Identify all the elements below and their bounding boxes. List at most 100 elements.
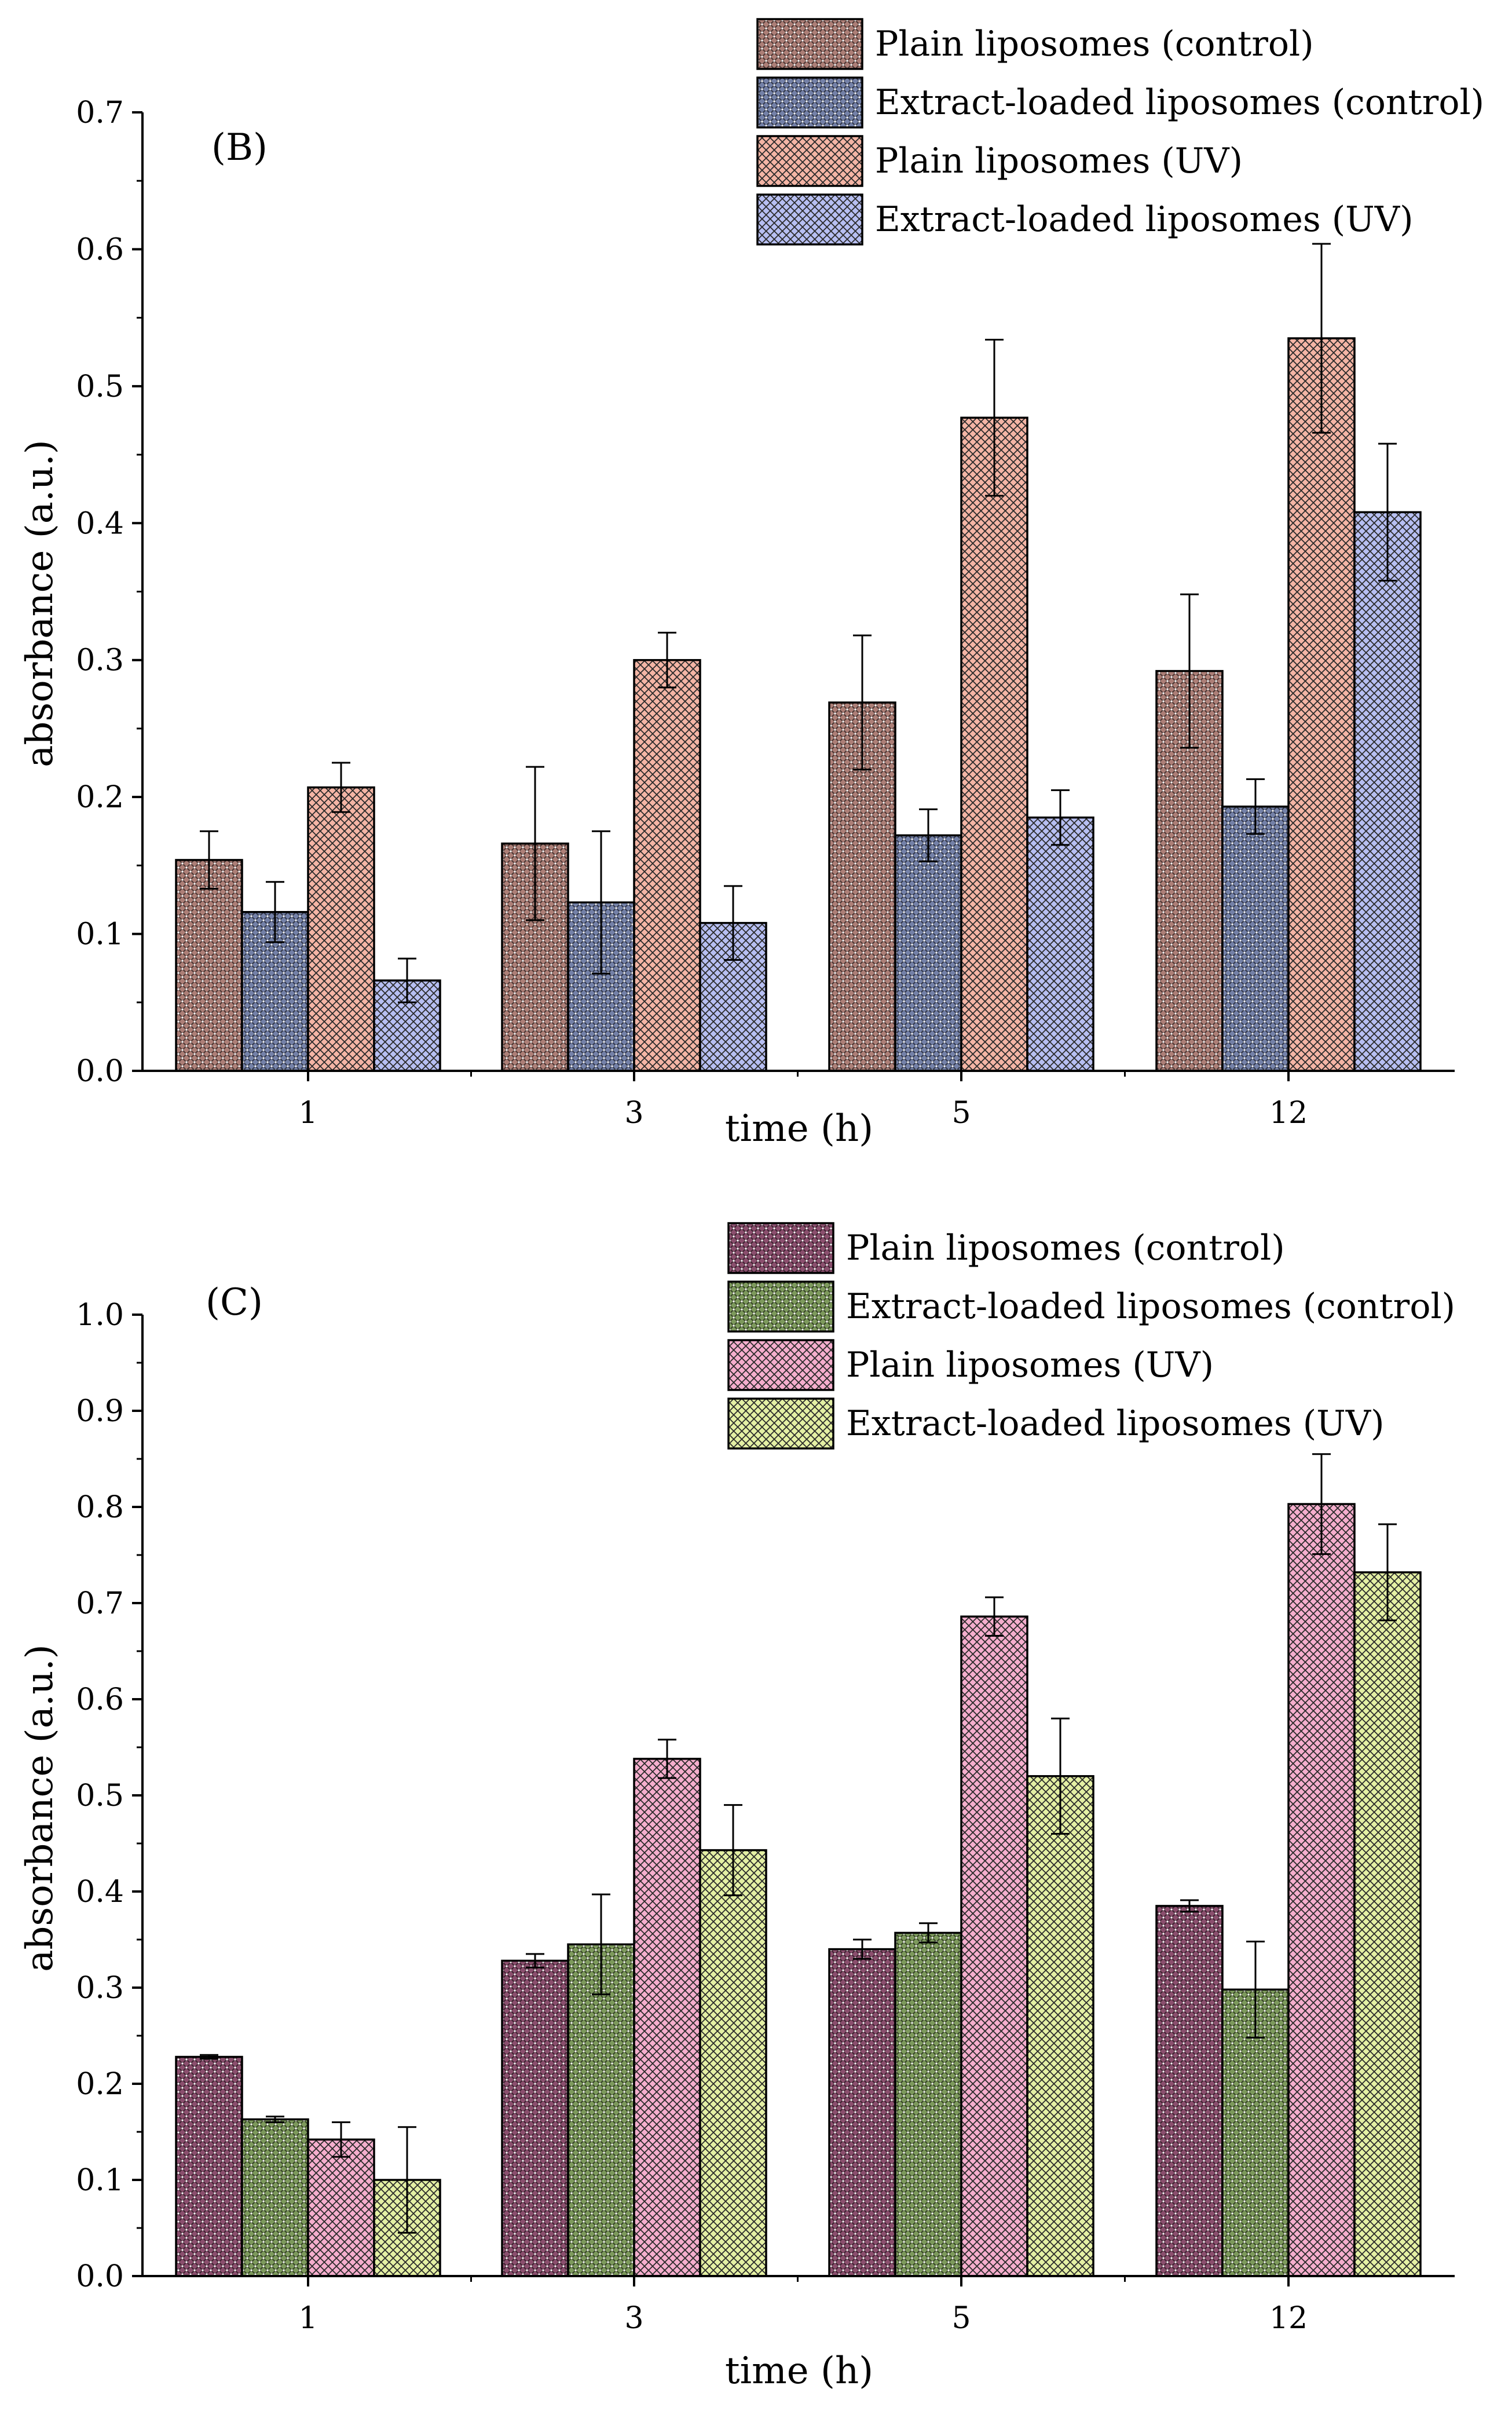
bar-c-s1-5 <box>828 1948 896 2277</box>
y-tick-label-c: 1.0 <box>76 1298 124 1333</box>
error-bar-b-s3-3 <box>658 631 676 689</box>
error-bar-c-s4-12 <box>1378 1523 1397 1622</box>
bar-c-s1-3 <box>501 1959 569 2277</box>
x-tick-label-b: 3 <box>624 1096 643 1131</box>
bar-c-s4-3 <box>699 1849 767 2277</box>
legend-label-c-s1: Plain liposomes (control) <box>846 1228 1285 1268</box>
error-bar-c-s4-5 <box>1051 1717 1070 1835</box>
legend-swatch-b-s2 <box>756 76 863 129</box>
bar-c-s4-12 <box>1353 1571 1422 2277</box>
bar-c-s2-5 <box>894 1931 962 2277</box>
error-bar-b-s4-5 <box>1051 789 1070 846</box>
legend-swatch-c-s1 <box>727 1222 834 1274</box>
bar-b-s3-1 <box>307 786 375 1072</box>
y-tick-label-b: 0.7 <box>76 96 124 130</box>
bar-b-s4-5 <box>1026 816 1094 1072</box>
y-tick-label-b: 0.2 <box>76 780 124 815</box>
error-bar-c-s2-3 <box>592 1893 610 1996</box>
y-tick-label-b: 0.0 <box>76 1054 124 1089</box>
error-bar-b-s2-5 <box>919 808 938 862</box>
x-tick-label-c: 5 <box>951 2301 971 2336</box>
y-axis-title-c: absorbance (a.u.) <box>19 1644 61 1972</box>
legend-label-b-s2: Extract-loaded liposomes (control) <box>875 82 1484 123</box>
error-bar-b-s4-12 <box>1378 442 1397 582</box>
y-tick-label-c: 0.3 <box>76 1971 124 2006</box>
legend-label-c-s3: Plain liposomes (UV) <box>846 1345 1214 1385</box>
bar-b-s3-5 <box>960 416 1028 1072</box>
error-bar-b-s3-1 <box>332 762 350 813</box>
y-tick-label-c: 0.4 <box>76 1875 124 1909</box>
error-bar-b-s1-12 <box>1180 593 1199 749</box>
panel-label-c: (C) <box>206 1281 263 1324</box>
error-bar-c-s4-1 <box>398 2126 416 2234</box>
y-tick-label-b: 0.4 <box>76 506 124 541</box>
error-bar-b-s4-3 <box>724 885 742 961</box>
y-tick-label-c: 0.6 <box>76 1682 124 1717</box>
bar-c-s1-1 <box>175 2055 243 2277</box>
bar-b-s4-12 <box>1353 511 1422 1072</box>
error-bar-c-s3-3 <box>658 1739 676 1779</box>
x-tick-label-b: 5 <box>951 1096 971 1131</box>
legend-label-b-s4: Extract-loaded liposomes (UV) <box>875 199 1413 240</box>
bar-c-s3-5 <box>960 1615 1028 2277</box>
error-bar-b-s3-5 <box>985 338 1004 497</box>
error-bar-b-s1-5 <box>853 634 872 771</box>
y-tick-label-c: 0.7 <box>76 1586 124 1621</box>
legend-b: Plain liposomes (control) Extract-loaded … <box>756 18 1484 246</box>
legend-swatch-c-s4 <box>727 1397 834 1450</box>
error-bar-b-s1-3 <box>526 766 544 921</box>
error-bar-b-s2-12 <box>1246 778 1265 835</box>
y-tick-label-b: 0.5 <box>76 369 124 404</box>
error-bar-c-s2-12 <box>1246 1940 1265 2039</box>
y-tick-label-c: 0.5 <box>76 1779 124 1813</box>
error-bar-b-s4-1 <box>398 957 416 1004</box>
bar-c-s4-5 <box>1026 1775 1094 2277</box>
bar-c-s1-12 <box>1155 1905 1224 2277</box>
error-bar-b-s1-1 <box>200 830 218 890</box>
x-axis-title-b: time (h) <box>725 1107 873 1150</box>
bar-b-s1-1 <box>175 859 243 1072</box>
error-bar-c-s2-1 <box>266 2115 284 2123</box>
chart-panel-b: 0.0 0.1 0.2 0.3 0.4 0.5 0.6 0.7 1 3 5 12 time (h) abs… <box>19 18 1484 1150</box>
legend-swatch-b-s4 <box>756 193 863 246</box>
error-bar-c-s3-5 <box>985 1596 1004 1637</box>
error-bar-c-s1-1 <box>200 2054 218 2060</box>
x-tick-label-c: 3 <box>624 2301 643 2336</box>
legend-c: Plain liposomes (control) Extract-loaded … <box>727 1222 1455 1450</box>
x-tick-label-c: 1 <box>298 2301 317 2336</box>
error-bar-b-s2-1 <box>266 881 284 943</box>
x-tick-label-b: 1 <box>298 1096 317 1131</box>
y-tick-label-b: 0.3 <box>76 643 124 678</box>
bar-b-s3-12 <box>1287 337 1356 1072</box>
error-bar-b-s3-12 <box>1312 243 1331 434</box>
y-tick-label-b: 0.6 <box>76 232 124 267</box>
y-tick-label-c: 0.1 <box>76 2163 124 2198</box>
legend-swatch-b-s1 <box>756 18 863 70</box>
legend-label-b-s1: Plain liposomes (control) <box>875 24 1314 64</box>
bar-c-s3-12 <box>1287 1503 1356 2277</box>
x-tick-label-c: 12 <box>1269 2301 1308 2336</box>
legend-swatch-c-s2 <box>727 1280 834 1333</box>
bar-b-s2-5 <box>894 834 962 1072</box>
error-bar-c-s1-12 <box>1180 1899 1199 1913</box>
error-bar-b-s2-3 <box>592 830 610 975</box>
error-bar-c-s1-5 <box>853 1938 872 1960</box>
error-bar-c-s3-1 <box>332 2121 350 2158</box>
bar-c-s3-1 <box>307 2138 375 2277</box>
bar-c-s2-3 <box>567 1943 635 2277</box>
legend-swatch-c-s3 <box>727 1339 834 1391</box>
legend-label-c-s4: Extract-loaded liposomes (UV) <box>846 1403 1384 1444</box>
error-bar-c-s4-3 <box>724 1804 742 1897</box>
error-bar-c-s1-3 <box>526 1953 544 1969</box>
bar-b-s2-12 <box>1221 805 1290 1072</box>
bar-c-s2-1 <box>241 2118 309 2277</box>
y-tick-label-c: 0.8 <box>76 1490 124 1525</box>
legend-swatch-b-s3 <box>756 135 863 187</box>
error-bar-c-s3-12 <box>1312 1453 1331 1555</box>
x-axis-title-c: time (h) <box>725 2350 873 2392</box>
panel-label-b: (B) <box>211 126 268 169</box>
x-tick-label-b: 12 <box>1269 1096 1308 1131</box>
bar-b-s3-3 <box>633 658 701 1072</box>
bar-c-s3-3 <box>633 1758 701 2277</box>
